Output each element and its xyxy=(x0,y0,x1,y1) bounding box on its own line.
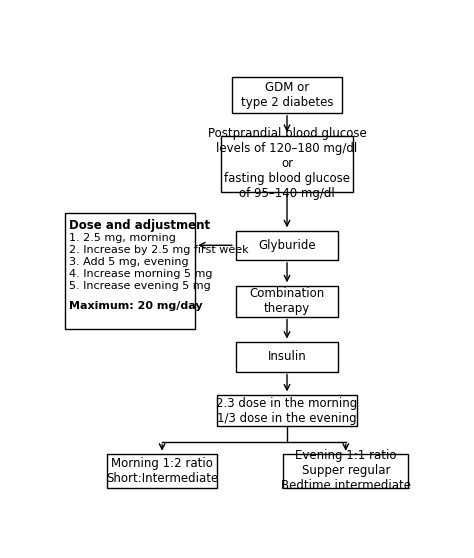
Text: Insulin: Insulin xyxy=(268,350,306,363)
Text: Evening 1:1 ratio
Supper regular
Bedtime intermediate: Evening 1:1 ratio Supper regular Bedtime… xyxy=(281,449,411,492)
Text: 2.3 dose in the morning
1/3 dose in the evening: 2.3 dose in the morning 1/3 dose in the … xyxy=(217,397,357,425)
Text: Glyburide: Glyburide xyxy=(258,239,316,252)
Bar xyxy=(283,454,408,488)
Text: 2. Increase by 2.5 mg first week: 2. Increase by 2.5 mg first week xyxy=(69,245,249,255)
Bar xyxy=(232,76,342,113)
Text: Combination
therapy: Combination therapy xyxy=(249,287,325,315)
Bar xyxy=(65,213,195,329)
Bar xyxy=(236,343,338,372)
Text: GDM or
type 2 diabetes: GDM or type 2 diabetes xyxy=(241,81,333,109)
Text: Maximum: 20 mg/day: Maximum: 20 mg/day xyxy=(69,301,203,311)
Bar xyxy=(217,395,357,426)
Text: Dose and adjustment: Dose and adjustment xyxy=(69,219,210,232)
Text: 3. Add 5 mg, evening: 3. Add 5 mg, evening xyxy=(69,257,189,267)
Bar xyxy=(236,230,338,260)
Bar xyxy=(107,454,217,488)
Bar xyxy=(236,286,338,316)
Text: Postprandial blood glucose
levels of 120–180 mg/dl
or
fasting blood glucose
of 9: Postprandial blood glucose levels of 120… xyxy=(208,127,366,200)
Text: 1. 2.5 mg, morning: 1. 2.5 mg, morning xyxy=(69,233,176,243)
Bar xyxy=(221,136,353,191)
Text: Morning 1:2 ratio
Short:Intermediate: Morning 1:2 ratio Short:Intermediate xyxy=(106,457,218,485)
Text: 4. Increase morning 5 mg: 4. Increase morning 5 mg xyxy=(69,269,213,279)
Text: 5. Increase evening 5 mg: 5. Increase evening 5 mg xyxy=(69,281,211,291)
